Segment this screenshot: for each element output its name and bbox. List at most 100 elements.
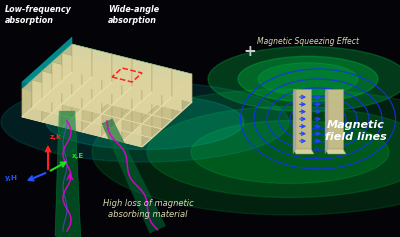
Polygon shape: [293, 149, 314, 154]
Polygon shape: [293, 89, 296, 154]
Polygon shape: [111, 119, 123, 128]
Text: Wide-angle
absorption: Wide-angle absorption: [108, 5, 159, 25]
Ellipse shape: [147, 106, 400, 197]
Text: High loss of magnetic
absorbing material: High loss of magnetic absorbing material: [103, 199, 193, 219]
Polygon shape: [152, 87, 172, 120]
Polygon shape: [131, 124, 143, 133]
Polygon shape: [52, 113, 72, 118]
Text: z,k: z,k: [50, 134, 62, 140]
Text: Low-frequency
absorption: Low-frequency absorption: [5, 5, 72, 25]
Polygon shape: [22, 80, 32, 117]
Polygon shape: [162, 106, 182, 111]
Text: x,E: x,E: [72, 153, 84, 159]
Polygon shape: [142, 101, 162, 106]
Polygon shape: [32, 71, 42, 108]
Ellipse shape: [92, 89, 400, 215]
Polygon shape: [62, 44, 72, 81]
Polygon shape: [62, 53, 82, 86]
Polygon shape: [132, 105, 152, 138]
Polygon shape: [32, 108, 52, 113]
Polygon shape: [182, 74, 192, 111]
Polygon shape: [42, 62, 52, 99]
Polygon shape: [102, 77, 112, 114]
Polygon shape: [132, 87, 152, 92]
Polygon shape: [161, 97, 173, 106]
Polygon shape: [102, 109, 122, 142]
Polygon shape: [101, 82, 113, 91]
Polygon shape: [61, 72, 73, 81]
Ellipse shape: [191, 120, 389, 183]
Polygon shape: [141, 115, 153, 124]
Polygon shape: [162, 69, 172, 106]
Polygon shape: [42, 99, 62, 104]
Polygon shape: [152, 115, 172, 120]
Polygon shape: [32, 80, 52, 113]
Polygon shape: [122, 96, 142, 101]
Polygon shape: [142, 87, 152, 124]
Polygon shape: [62, 127, 82, 132]
Polygon shape: [71, 86, 83, 95]
Polygon shape: [22, 89, 42, 122]
Polygon shape: [82, 104, 102, 137]
Polygon shape: [172, 97, 192, 102]
Polygon shape: [122, 59, 132, 96]
Polygon shape: [42, 94, 62, 127]
Polygon shape: [122, 82, 132, 119]
Polygon shape: [92, 100, 112, 105]
Polygon shape: [92, 123, 112, 128]
Polygon shape: [62, 99, 82, 132]
Polygon shape: [142, 110, 152, 147]
Polygon shape: [72, 72, 92, 77]
Polygon shape: [132, 133, 152, 138]
Polygon shape: [92, 49, 112, 82]
Polygon shape: [102, 118, 166, 233]
Polygon shape: [181, 102, 193, 111]
Polygon shape: [122, 142, 142, 147]
Polygon shape: [21, 108, 33, 117]
Polygon shape: [82, 81, 102, 114]
Polygon shape: [62, 90, 72, 127]
Polygon shape: [92, 86, 102, 123]
Polygon shape: [61, 118, 73, 127]
Polygon shape: [91, 91, 103, 100]
Polygon shape: [52, 90, 72, 95]
Ellipse shape: [258, 63, 358, 95]
Polygon shape: [132, 59, 152, 92]
Polygon shape: [81, 123, 93, 132]
Polygon shape: [72, 95, 92, 100]
Ellipse shape: [46, 95, 244, 150]
Polygon shape: [72, 81, 82, 118]
Polygon shape: [82, 95, 92, 132]
Polygon shape: [41, 113, 53, 122]
Polygon shape: [293, 89, 311, 149]
Polygon shape: [22, 44, 192, 119]
Polygon shape: [112, 91, 122, 128]
Polygon shape: [82, 72, 92, 109]
Polygon shape: [82, 49, 92, 86]
Polygon shape: [121, 133, 133, 142]
Polygon shape: [52, 76, 62, 113]
Polygon shape: [102, 114, 122, 119]
Polygon shape: [122, 68, 142, 101]
Polygon shape: [102, 54, 112, 91]
Polygon shape: [325, 89, 343, 149]
Polygon shape: [52, 53, 62, 90]
Polygon shape: [41, 90, 53, 99]
Polygon shape: [92, 77, 112, 82]
Polygon shape: [112, 68, 122, 105]
Polygon shape: [102, 86, 122, 119]
Polygon shape: [22, 82, 142, 119]
Polygon shape: [102, 91, 122, 96]
Text: Magnetic
field lines: Magnetic field lines: [325, 120, 387, 142]
Ellipse shape: [1, 82, 289, 162]
Polygon shape: [62, 104, 82, 109]
Text: Magnetic Squeezing Effect: Magnetic Squeezing Effect: [257, 36, 359, 46]
Polygon shape: [162, 78, 182, 111]
Polygon shape: [122, 91, 142, 124]
Polygon shape: [72, 58, 82, 95]
Polygon shape: [142, 64, 152, 101]
Polygon shape: [81, 100, 93, 109]
Polygon shape: [82, 109, 102, 114]
Polygon shape: [112, 77, 132, 110]
Polygon shape: [22, 117, 42, 122]
